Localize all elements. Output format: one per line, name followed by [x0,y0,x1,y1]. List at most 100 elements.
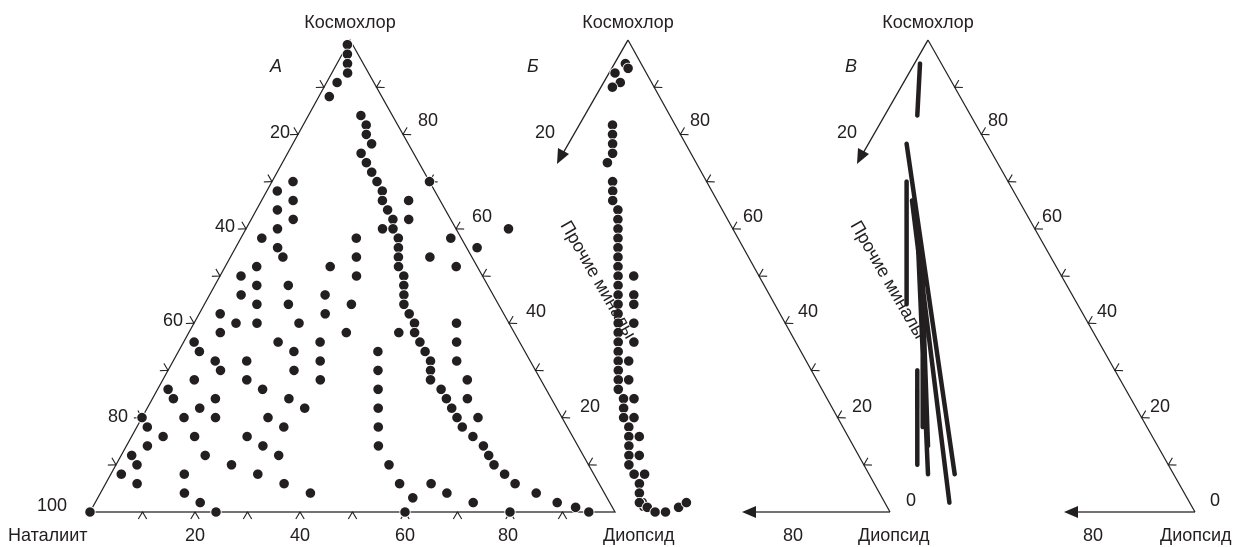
panel-b-letter: Б [527,56,539,76]
data-point [531,488,541,498]
data-point [283,280,293,290]
data-point [342,49,352,59]
panel-b-tick [707,175,715,182]
panel-b-right-tick-80: 80 [690,110,710,130]
panel-v-tick [1062,269,1070,276]
data-point [361,129,371,139]
data-point [607,129,617,139]
data-point [400,507,410,517]
data-point [377,186,387,196]
data-point [284,394,294,404]
panel-a-tick [483,269,491,276]
data-point [613,243,623,253]
data-point [472,243,482,253]
data-point [257,384,267,394]
panel-v-tick [955,80,963,87]
data-point [393,261,403,271]
data-point [189,431,199,441]
data-point [399,271,409,281]
data-point [436,384,446,394]
panel-v-right-tick-80: 80 [988,110,1008,130]
data-point [462,394,472,404]
data-point [116,469,126,479]
data-point [478,441,488,451]
data-point [613,346,623,356]
data-point [613,214,623,224]
data-point [424,176,434,186]
panel-a-tick [296,512,304,519]
panel-a-left-tick-100: 100 [37,495,67,515]
data-point [425,356,435,366]
data-point [420,346,430,356]
panel-v-tick-marks [955,80,1177,465]
panel-b-tick [785,316,793,323]
data-point [373,422,383,432]
data-point [179,488,189,498]
panel-a-tick [509,316,517,323]
panel-v-tick [1008,175,1016,182]
data-point [252,261,262,271]
panel-b-right-tick-0: 0 [906,490,916,510]
data-point [325,261,335,271]
panel-v-right-tick-20: 20 [1150,396,1170,416]
panel-v-right-tick-0: 0 [1210,490,1220,510]
data-point [258,441,268,451]
data-point [346,299,356,309]
data-point [613,224,623,234]
data-point [189,337,199,347]
data-point [452,412,462,422]
panel-a-letter: А [269,56,282,76]
data-point [242,375,252,385]
panel-a-apex-right-label: Диопсид [603,525,675,545]
panel-a-left-tick-60: 60 [163,310,183,330]
data-point [442,488,452,498]
data-point [415,337,425,347]
data-point [451,337,461,347]
data-point [127,450,137,460]
data-point [613,261,623,271]
data-point [342,40,352,50]
panel-a-bottom-tick-80: 80 [498,525,518,545]
panel-v-bottom-tick-80: 80 [1083,525,1103,545]
panel-a-left-tick-80: 80 [108,406,128,426]
data-point [189,375,199,385]
data-point [366,139,376,149]
data-point [351,233,361,243]
data-point [613,205,623,215]
data-point [382,205,392,215]
data-point [613,375,623,385]
data-point [168,394,178,404]
panel-b-left-tick-20: 20 [535,122,555,142]
panel-b-tick [680,127,688,134]
panel-b-tick [654,80,662,87]
data-point [634,431,644,441]
data-point [257,233,267,243]
data-point [361,158,371,168]
data-point [142,441,152,451]
panel-a-tick [138,512,146,519]
panel-a-tick [243,512,251,519]
data-point [451,261,461,271]
data-point [441,394,451,404]
data-point [342,68,352,78]
data-point [252,299,262,309]
data-point [403,195,413,205]
data-point [272,243,282,253]
panel-b-side-title: Прочие миналы [557,217,641,342]
data-point [457,422,467,432]
data-point [373,365,383,375]
data-point [158,431,168,441]
panel-a-points [85,40,594,518]
data-point [624,422,634,432]
panel-a-tick [536,363,544,370]
panel-v-tie-lines [907,64,955,503]
panel-a-tick [108,458,116,465]
data-point [315,356,325,366]
data-point [283,299,293,309]
panel-a-tick [290,127,298,134]
panel-b-right-tick-20: 20 [852,396,872,416]
data-point [408,493,418,503]
panel-a-tick [558,512,566,519]
data-point [399,290,409,300]
